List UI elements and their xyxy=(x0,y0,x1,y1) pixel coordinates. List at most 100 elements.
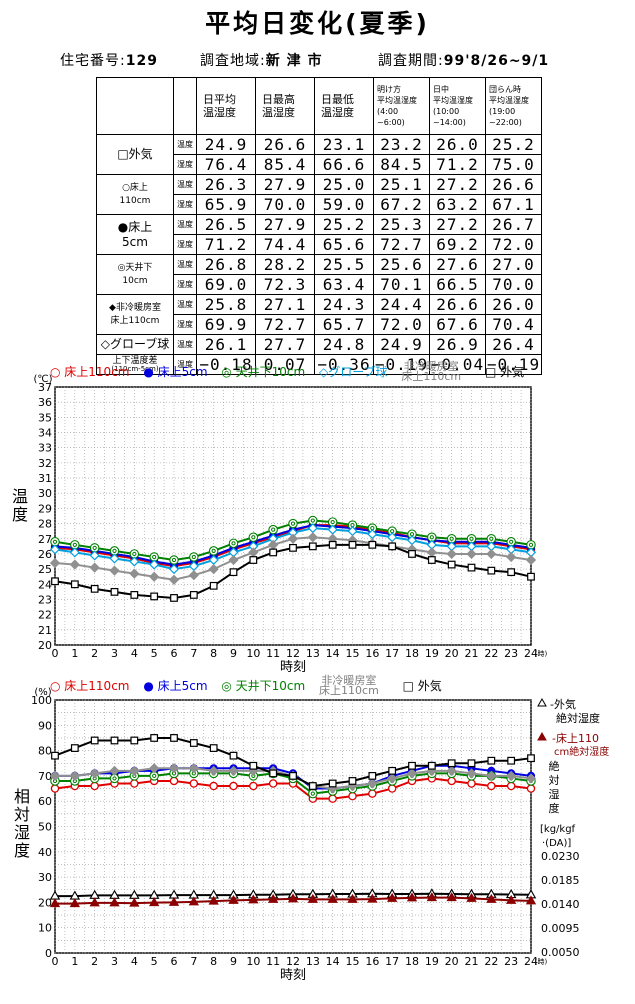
hum-value: 72.7 xyxy=(255,314,315,335)
temp-data-point xyxy=(467,563,476,572)
temp-data-point xyxy=(69,547,80,558)
hum-data-point xyxy=(368,771,377,780)
hum-data-point xyxy=(446,892,457,902)
temp-xtick: 11 xyxy=(266,647,280,660)
y2-tick: 0.0140 xyxy=(541,898,580,911)
hum-ytick: 90 xyxy=(38,719,52,732)
temp-xtick: 4 xyxy=(131,647,138,660)
hum-data-point xyxy=(129,897,140,907)
hum-value: 65.7 xyxy=(314,314,374,335)
temp-data-point xyxy=(251,535,256,540)
hum-ytick: 20 xyxy=(38,896,52,909)
abs-hum-floor-legend-icon xyxy=(537,731,547,741)
hum-data-point xyxy=(189,739,198,747)
temp-data-point xyxy=(228,538,239,549)
legend-globe: ◇グローブ球 xyxy=(319,364,388,379)
temp-data-point xyxy=(330,519,335,525)
temp-ytick: 37 xyxy=(38,381,52,394)
temp-xtick: 8 xyxy=(210,647,217,660)
temp-data-point xyxy=(89,550,100,561)
hum-xtick: 5 xyxy=(151,955,158,968)
temp-xtick: 21 xyxy=(465,647,479,660)
hum-value: 69.9 xyxy=(196,314,256,335)
temp-data-point xyxy=(191,554,196,560)
temp-data-point xyxy=(149,571,160,582)
temp-value: 28.2 xyxy=(255,254,315,275)
temp-xlabel: 時刻 xyxy=(280,660,306,675)
hum-value: 72.0 xyxy=(373,314,430,335)
hum-data-point xyxy=(426,892,437,902)
temp-data-point xyxy=(289,543,297,552)
hum-data-point xyxy=(525,895,537,905)
hum-value: 67.2 xyxy=(373,194,430,215)
temp-data-point xyxy=(112,548,117,554)
temp-data-point xyxy=(486,548,497,560)
abs-hum-floor-label: cm絶対湿度 xyxy=(554,745,609,758)
hum-ytick: 60 xyxy=(38,795,52,808)
temp-data-point xyxy=(388,542,397,551)
hum-data-point xyxy=(249,761,258,770)
temp-data-point xyxy=(268,524,278,535)
hum-xtick: 11 xyxy=(266,955,280,968)
legend-nonac: 非冷暖房室 床上110cm xyxy=(401,360,462,383)
hum-data-point xyxy=(367,778,378,789)
temp-ytick: 35 xyxy=(38,411,52,424)
hum-ytick: 70 xyxy=(38,770,52,783)
hum-data-point xyxy=(387,784,397,793)
hum-data-point xyxy=(209,744,218,752)
period-info: 調査期間:99'8/26~9/1 xyxy=(378,50,549,70)
hum-data-point xyxy=(486,770,497,782)
row-label: ●床上 5cm xyxy=(96,214,174,255)
hum-data-point xyxy=(90,781,99,791)
hum-ylabel-char: 相 xyxy=(14,787,30,806)
temp-data-point xyxy=(49,557,61,569)
temp-data-point xyxy=(211,548,216,554)
hum-data-point xyxy=(188,896,199,906)
temp-data-point xyxy=(368,540,377,549)
temp-value: 26.6 xyxy=(485,174,542,195)
temp-xtick: 7 xyxy=(190,647,197,660)
temp-data-point xyxy=(89,562,100,573)
hum-data-point xyxy=(467,779,476,788)
hum-data-point xyxy=(347,893,358,903)
hum-value: 67.1 xyxy=(485,194,542,215)
temp-data-point xyxy=(51,577,59,586)
hum-data-point xyxy=(189,779,199,788)
diff-value: −0.19 xyxy=(373,354,430,375)
temp-ytick: 28 xyxy=(38,518,52,531)
temp-data-point xyxy=(129,556,140,567)
temp-data-point xyxy=(525,554,537,566)
hum-data-point xyxy=(507,756,516,765)
hum-data-point xyxy=(149,763,160,774)
hum-data-point xyxy=(188,763,199,774)
header-cell: 団らん時 平均温湿度 (19:00 ~22:00) xyxy=(485,77,542,135)
legend-floor5: ● 床上5cm xyxy=(143,364,208,379)
diff-value: −0.04 xyxy=(429,354,486,375)
legend-outdoor: □ 外気 xyxy=(484,364,525,379)
temp-xtick: 24 xyxy=(524,647,538,660)
temp-value: 26.4 xyxy=(485,334,542,355)
hum-ytick: 0 xyxy=(45,947,52,960)
temp-ytick: 26 xyxy=(38,548,52,561)
temp-data-point xyxy=(150,592,159,601)
hum-xtick: 6 xyxy=(171,955,178,968)
header-cell: 日平均 温湿度 xyxy=(196,77,256,135)
temp-xtick: 22 xyxy=(484,647,498,660)
temp-value: 24.3 xyxy=(314,294,374,315)
temp-type: 温度 xyxy=(173,354,197,375)
period-value: 99'8/26~9/1 xyxy=(443,53,550,69)
temp-data-point xyxy=(328,540,337,549)
hum-xtick: 24 xyxy=(524,955,538,968)
hum-data-point xyxy=(51,751,59,760)
hum-data-point xyxy=(130,736,139,745)
hum-xtick: 1 xyxy=(71,955,78,968)
diff-value: −0.18 xyxy=(196,354,256,375)
temp-ytick: 32 xyxy=(38,457,52,470)
house-number: 129 xyxy=(125,53,158,69)
hum-data-point xyxy=(466,892,477,902)
house-label: 住宅番号: xyxy=(60,53,126,69)
hum-data-point xyxy=(229,781,238,791)
temp-data-point xyxy=(189,552,199,562)
abs-hum-outdoor-legend-icon xyxy=(537,697,547,707)
y2-tick: 0.0185 xyxy=(541,874,580,887)
